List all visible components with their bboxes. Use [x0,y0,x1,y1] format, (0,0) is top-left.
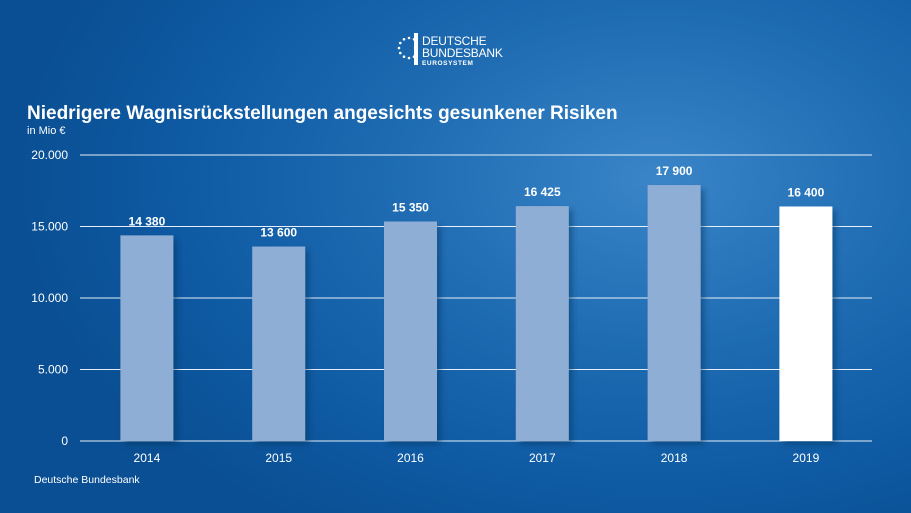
bar [647,185,701,441]
bar [384,221,437,441]
y-tick-label: 0 [61,434,68,448]
bundesbank-logo: DEUTSCHE BUNDESBANK EUROSYSTEM [396,33,516,73]
logo-line-3: EUROSYSTEM [422,60,474,67]
bar-value-label: 16 425 [524,185,561,199]
x-tick-label: 2019 [793,451,820,465]
chart-title: Niedrigere Wagnisrückstellungen angesich… [27,103,618,124]
y-tick-label: 10.000 [31,291,68,305]
x-tick-label: 2016 [397,451,424,465]
y-tick-label: 15.000 [31,220,68,234]
logo-divider [414,33,418,65]
logo-line-2: BUNDESBANK [422,46,503,60]
x-tick-label: 2018 [661,451,688,465]
unit-label: in Mio € [27,125,66,137]
y-tick-label: 20.000 [31,148,68,162]
x-tick-label: 2017 [529,451,556,465]
bar [252,246,306,441]
y-tick-label: 5.000 [38,363,68,377]
x-tick-label: 2014 [134,451,161,465]
bar-value-label: 14 380 [129,214,166,228]
bar [779,206,833,441]
bar-value-label: 17 900 [656,164,693,178]
bar-value-label: 16 400 [788,185,825,199]
bar [515,206,569,441]
bar-value-label: 13 600 [260,226,297,240]
bar-value-label: 15 350 [392,200,429,214]
logo-line-1: DEUTSCHE [422,34,487,48]
x-tick-label: 2015 [265,451,292,465]
bar [120,235,174,441]
source-note: Deutsche Bundesbank [34,474,140,486]
